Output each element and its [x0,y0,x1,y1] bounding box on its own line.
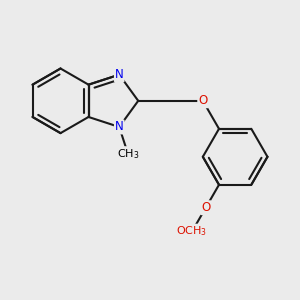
Text: O: O [198,94,208,107]
Text: N: N [115,121,124,134]
Text: OCH$_3$: OCH$_3$ [176,225,208,238]
Text: CH$_3$: CH$_3$ [117,147,139,161]
Text: N: N [115,68,124,81]
Text: O: O [201,201,210,214]
